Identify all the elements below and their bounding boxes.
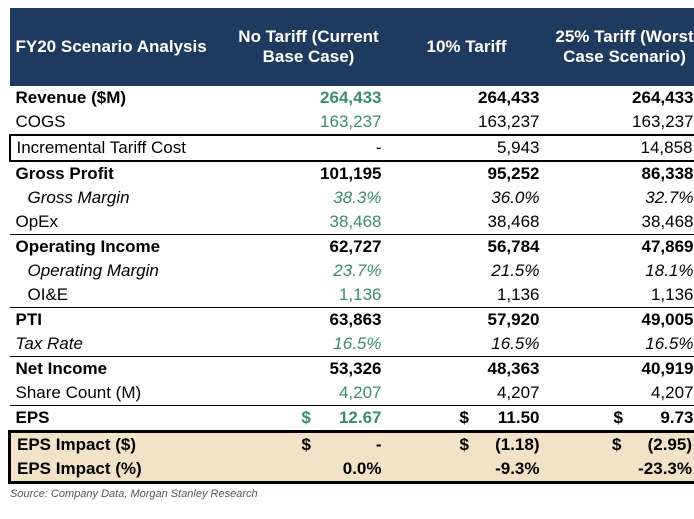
col-no-tariff: No Tariff (Current Base Case) (230, 8, 388, 86)
row-pti: PTI 63,863 57,920 49,005 (10, 308, 694, 333)
row-net-income: Net Income 53,326 48,363 40,919 (10, 357, 694, 382)
row-val: 4,207 (230, 381, 388, 406)
row-val: 16.5% (546, 332, 694, 357)
row-label: Gross Profit (10, 161, 230, 186)
row-val: 49,005 (546, 308, 694, 333)
row-val: 163,237 (230, 110, 388, 135)
row-label: PTI (10, 308, 230, 333)
table-title: FY20 Scenario Analysis (10, 8, 230, 86)
row-label: EPS (10, 406, 230, 432)
row-val: $12.67 (230, 406, 388, 432)
row-val: 264,433 (230, 86, 388, 110)
header-row: FY20 Scenario Analysis No Tariff (Curren… (10, 8, 694, 86)
row-label: COGS (10, 110, 230, 135)
row-val: 38,468 (546, 210, 694, 235)
row-val: 48,363 (388, 357, 546, 382)
row-oie: OI&E 1,136 1,136 1,136 (10, 283, 694, 308)
row-val: 23.7% (230, 259, 388, 283)
row-revenue: Revenue ($M) 264,433 264,433 264,433 (10, 86, 694, 110)
row-val: -23.3% (546, 457, 694, 483)
row-cogs: COGS 163,237 163,237 163,237 (10, 110, 694, 135)
row-val: 264,433 (388, 86, 546, 110)
row-val: - (230, 135, 388, 161)
row-share-count: Share Count (M) 4,207 4,207 4,207 (10, 381, 694, 406)
row-val: $9.73 (546, 406, 694, 432)
row-val: 53,326 (230, 357, 388, 382)
row-opex: OpEx 38,468 38,468 38,468 (10, 210, 694, 235)
row-incremental-tariff: Incremental Tariff Cost - 5,943 14,858 (10, 135, 694, 161)
row-val: 38,468 (388, 210, 546, 235)
row-val: 63,863 (230, 308, 388, 333)
row-val: $(1.18) (388, 432, 546, 458)
row-val: 4,207 (388, 381, 546, 406)
row-val: 56,784 (388, 235, 546, 260)
row-val: 16.5% (388, 332, 546, 357)
row-label: EPS Impact ($) (10, 432, 230, 458)
table-body: Revenue ($M) 264,433 264,433 264,433 COG… (10, 86, 694, 483)
row-tax-rate: Tax Rate 16.5% 16.5% 16.5% (10, 332, 694, 357)
row-val: 14,858 (546, 135, 694, 161)
row-val: 86,338 (546, 161, 694, 186)
row-val: 36.0% (388, 186, 546, 210)
row-val: 57,920 (388, 308, 546, 333)
row-val: 38.3% (230, 186, 388, 210)
row-label: Operating Margin (10, 259, 230, 283)
row-val: 21.5% (388, 259, 546, 283)
row-val: $- (230, 432, 388, 458)
row-val: 62,727 (230, 235, 388, 260)
row-label: Gross Margin (10, 186, 230, 210)
row-label: EPS Impact (%) (10, 457, 230, 483)
row-label: Share Count (M) (10, 381, 230, 406)
row-val: $11.50 (388, 406, 546, 432)
row-val: 1,136 (546, 283, 694, 308)
row-val: 1,136 (230, 283, 388, 308)
col-10-tariff: 10% Tariff (388, 8, 546, 86)
row-val: 163,237 (546, 110, 694, 135)
row-val: 47,869 (546, 235, 694, 260)
row-val: 1,136 (388, 283, 546, 308)
row-label: OpEx (10, 210, 230, 235)
row-label: Operating Income (10, 235, 230, 260)
row-operating-margin: Operating Margin 23.7% 21.5% 18.1% (10, 259, 694, 283)
row-label: OI&E (10, 283, 230, 308)
row-gross-profit: Gross Profit 101,195 95,252 86,338 (10, 161, 694, 186)
row-label: Tax Rate (10, 332, 230, 357)
row-val: 4,207 (546, 381, 694, 406)
col-25-tariff: 25% Tariff (Worst Case Scenario) (546, 8, 694, 86)
row-operating-income: Operating Income 62,727 56,784 47,869 (10, 235, 694, 260)
scenario-table: FY20 Scenario Analysis No Tariff (Curren… (8, 8, 694, 484)
row-val: 5,943 (388, 135, 546, 161)
row-val: -9.3% (388, 457, 546, 483)
row-val: 18.1% (546, 259, 694, 283)
row-val: 163,237 (388, 110, 546, 135)
row-val: 40,919 (546, 357, 694, 382)
row-gross-margin: Gross Margin 38.3% 36.0% 32.7% (10, 186, 694, 210)
row-val: 16.5% (230, 332, 388, 357)
row-label: Revenue ($M) (10, 86, 230, 110)
row-eps: EPS $12.67 $11.50 $9.73 (10, 406, 694, 432)
row-val: 95,252 (388, 161, 546, 186)
row-eps-impact-pct: EPS Impact (%) 0.0% -9.3% -23.3% (10, 457, 694, 483)
row-label: Incremental Tariff Cost (10, 135, 230, 161)
row-eps-impact-dollar: EPS Impact ($) $- $(1.18) $(2.95) (10, 432, 694, 458)
row-val: 38,468 (230, 210, 388, 235)
row-val: 101,195 (230, 161, 388, 186)
row-val: $(2.95) (546, 432, 694, 458)
source-note: Source: Company Data, Morgan Stanley Res… (8, 488, 686, 500)
row-label: Net Income (10, 357, 230, 382)
row-val: 264,433 (546, 86, 694, 110)
row-val: 32.7% (546, 186, 694, 210)
row-val: 0.0% (230, 457, 388, 483)
